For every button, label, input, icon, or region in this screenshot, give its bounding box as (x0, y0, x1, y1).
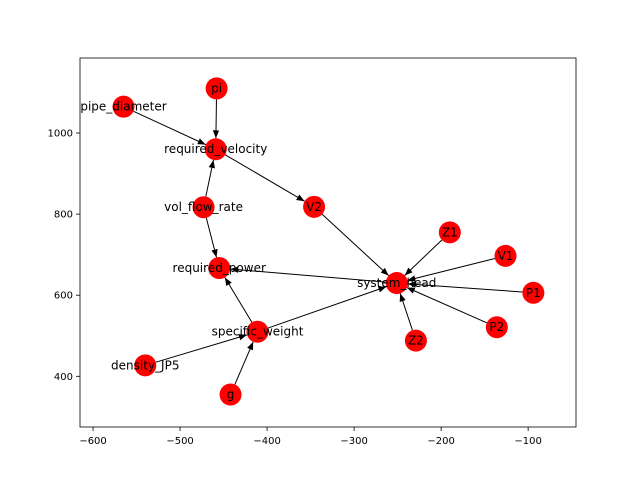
node-label-pipe_diameter: pipe_diameter (80, 100, 166, 114)
node-label-P1: P1 (526, 286, 541, 300)
edges-layer (133, 99, 523, 385)
node-label-V2: V2 (306, 200, 322, 214)
node-V2 (303, 195, 326, 218)
axes-frame (79, 57, 577, 428)
edge-Z1-to-system_head (404, 239, 443, 276)
x-tick-label: −200 (427, 436, 454, 447)
y-tick-label: 800 (54, 210, 73, 221)
edge-P2-to-system_head (406, 287, 487, 324)
edge-pi-to-required_velocity (212, 99, 220, 139)
edge-system_head-to-required_power (230, 266, 386, 283)
node-label-Z1: Z1 (442, 225, 458, 239)
node-required_power (208, 257, 231, 280)
node-g (219, 383, 242, 406)
plot-area (80, 58, 576, 427)
edge-specific_weight-to-system_head (267, 286, 387, 329)
edge-density_JP5-to-specific_weight (155, 334, 248, 363)
node-label-system_head: system_head (357, 276, 436, 290)
y-axis-ticks: 400 600 800 1000 (48, 129, 80, 383)
node-label-vol_flow_rate: vol_flow_rate (164, 200, 243, 214)
node-P1 (522, 281, 545, 304)
edge-P1-to-system_head (407, 281, 523, 293)
y-tick-label: 600 (54, 291, 73, 302)
edge-vol_flow_rate-to-required_velocity (205, 159, 215, 197)
edge-specific_weight-to-required_power (224, 277, 253, 323)
node-label-P2: P2 (489, 320, 504, 334)
edge-required_velocity-to-V2 (224, 154, 305, 202)
edge-V2-to-system_head (321, 213, 389, 276)
node-specific_weight (246, 320, 269, 343)
edge-Z2-to-system_head (399, 293, 413, 331)
node-vol_flow_rate (192, 196, 215, 219)
x-axis-ticks: −600 −500 −400 −300 −200 −100 (79, 427, 542, 447)
node-label-Z2: Z2 (408, 334, 424, 348)
edge-g-to-specific_weight (234, 341, 254, 385)
edge-vol_flow_rate-to-required_power (205, 217, 218, 258)
node-label-V1: V1 (498, 249, 514, 263)
node-labels-layer: pipe_diameter pi required_velocity vol_flow… (80, 81, 540, 401)
node-density_JP5 (134, 354, 157, 377)
x-tick-label: −400 (253, 436, 280, 447)
node-label-required_velocity: required_velocity (164, 142, 267, 156)
node-label-g: g (227, 388, 235, 402)
node-label-required_power: required_power (173, 261, 266, 275)
x-tick-label: −300 (340, 436, 367, 447)
x-tick-label: −100 (514, 436, 541, 447)
nodes-layer (112, 77, 545, 406)
node-label-density_JP5: density_JP5 (111, 358, 179, 372)
node-pipe_diameter (112, 95, 135, 118)
x-tick-label: −600 (79, 436, 106, 447)
y-tick-label: 400 (54, 372, 73, 383)
node-system_head (385, 272, 408, 295)
node-required_velocity (204, 138, 227, 161)
y-tick-label: 1000 (48, 129, 73, 140)
edge-V1-to-system_head (407, 258, 495, 282)
node-Z1 (438, 221, 461, 244)
x-tick-label: −500 (166, 436, 193, 447)
node-label-pi: pi (211, 81, 222, 95)
node-P2 (485, 316, 508, 339)
node-V1 (494, 244, 517, 267)
node-label-specific_weight: specific_weight (212, 325, 304, 339)
edge-pipe_diameter-to-required_velocity (133, 110, 206, 146)
node-Z2 (404, 329, 427, 352)
node-pi (205, 77, 228, 100)
